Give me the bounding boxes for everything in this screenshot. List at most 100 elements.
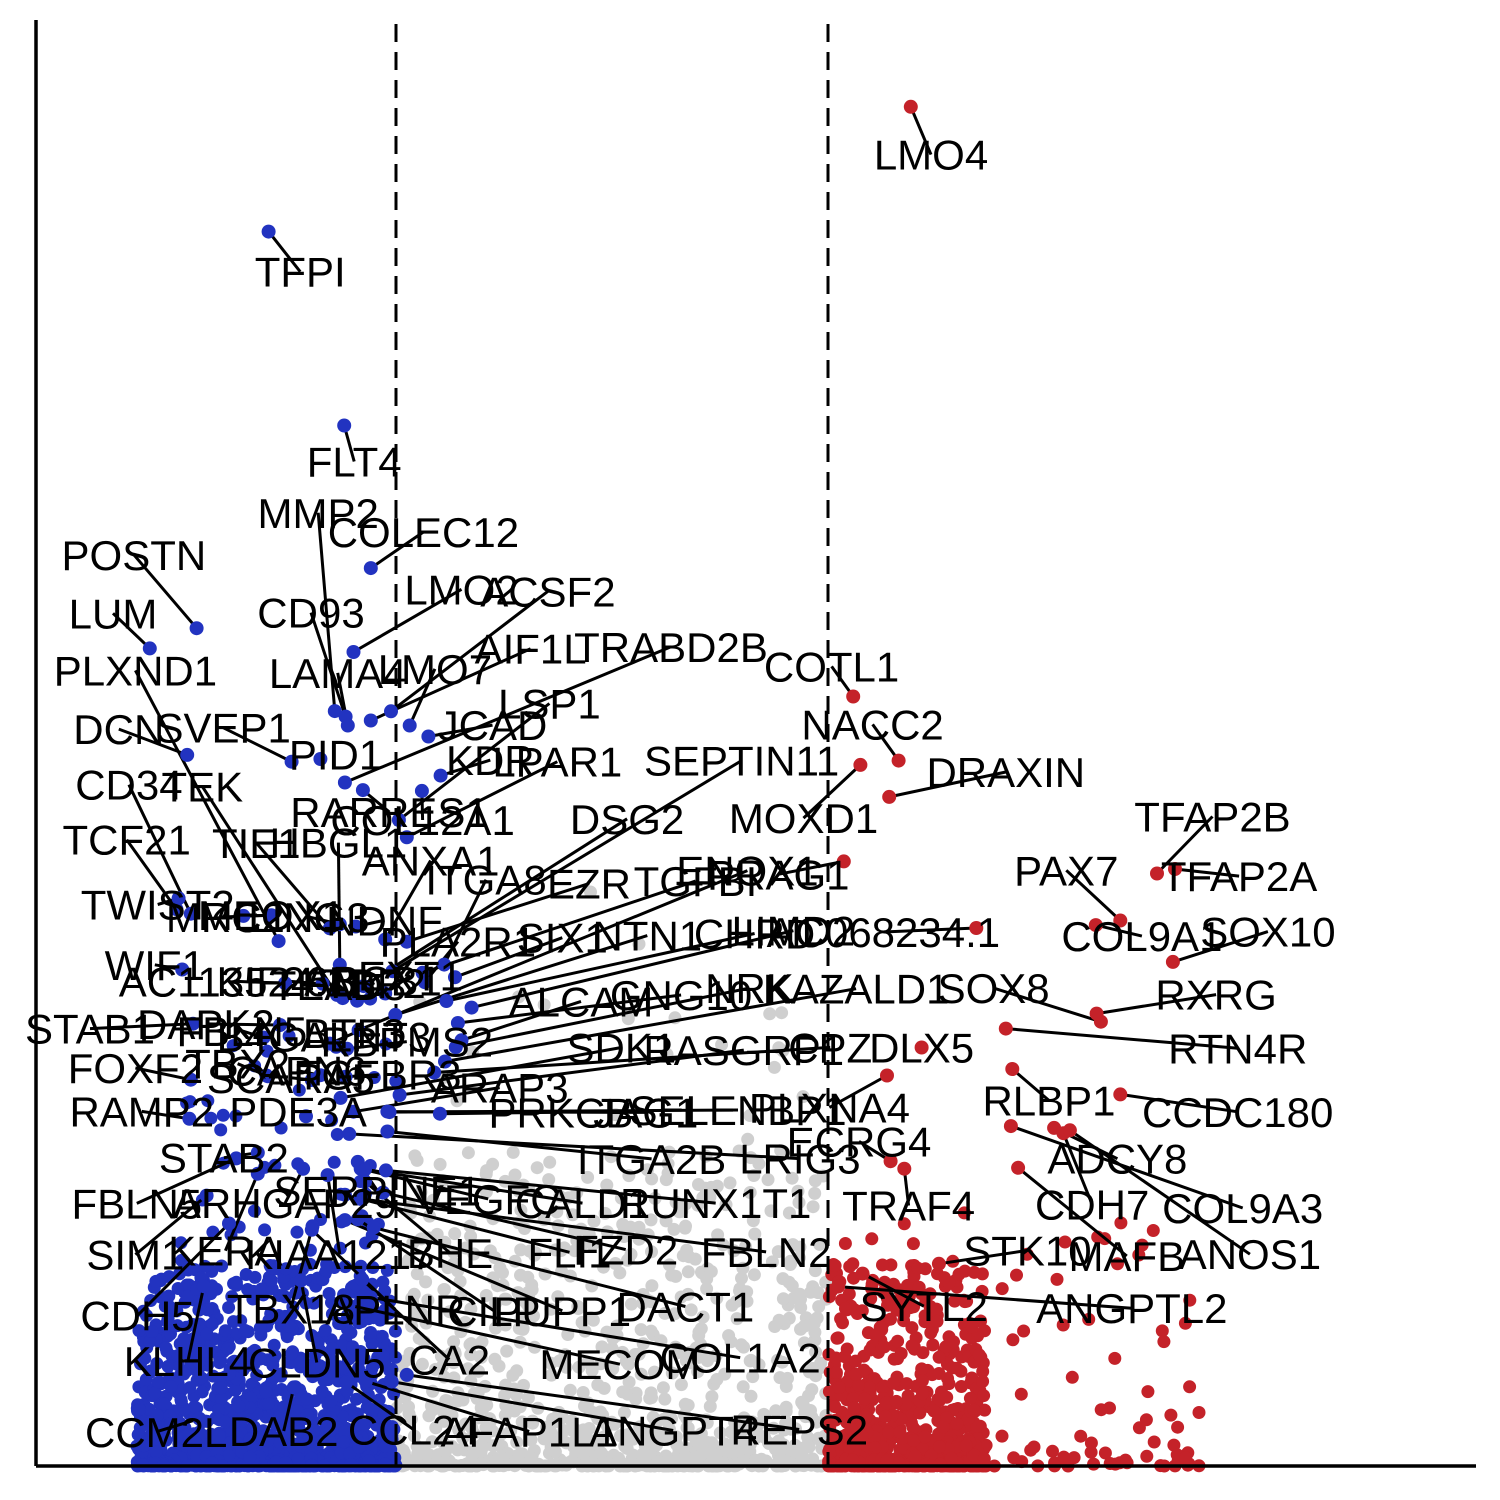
data-point [950, 1417, 964, 1431]
data-point [775, 1355, 789, 1369]
data-point [680, 1421, 694, 1435]
gene-label: STK10 [963, 1227, 1091, 1274]
data-point [1103, 1457, 1117, 1470]
data-point [131, 1428, 145, 1442]
data-point [774, 1144, 788, 1157]
data-point [173, 1337, 187, 1351]
gene-label: EXT1 [358, 953, 463, 1000]
data-point [681, 1287, 695, 1301]
gene-point [882, 789, 897, 804]
data-point [832, 1381, 846, 1394]
data-point [137, 1439, 151, 1453]
gene-label: LMO4 [874, 132, 988, 179]
gene-label: LMO7 [378, 646, 492, 693]
data-point [508, 1168, 522, 1182]
data-point [972, 1348, 986, 1362]
gene-label: TRABD2B [574, 624, 768, 671]
data-point [325, 1113, 339, 1127]
data-point [486, 1439, 500, 1453]
gene-label: SOX10 [1200, 909, 1335, 956]
gene-point [402, 718, 417, 733]
data-point [226, 1039, 240, 1053]
data-point [158, 1433, 172, 1447]
data-point [741, 1132, 755, 1146]
data-point [640, 1425, 654, 1438]
data-point [1192, 1406, 1206, 1419]
data-point [164, 1380, 178, 1393]
data-point [658, 1306, 672, 1320]
data-point [310, 1357, 324, 1371]
data-point [617, 1406, 631, 1420]
data-point [192, 1355, 206, 1369]
data-point [537, 998, 551, 1012]
data-point [337, 1288, 351, 1302]
data-point [804, 1285, 818, 1299]
data-point [809, 1345, 823, 1359]
data-point [645, 1279, 659, 1293]
gene-point [384, 704, 398, 719]
data-point [779, 1400, 793, 1414]
data-point [691, 1365, 705, 1379]
data-point [367, 1311, 380, 1325]
data-point [838, 1237, 852, 1250]
data-point [1050, 1272, 1064, 1286]
data-point [461, 1362, 475, 1376]
gene-label: SOX8 [938, 965, 1050, 1012]
data-point [858, 1392, 872, 1406]
data-point [285, 1347, 298, 1361]
data-point [761, 1173, 775, 1187]
data-point [489, 1296, 503, 1310]
gene-label: FBLN2 [701, 1229, 832, 1276]
data-point [325, 1342, 339, 1355]
data-point [366, 1261, 380, 1274]
data-point [212, 1429, 226, 1443]
data-point [802, 1389, 815, 1403]
data-point [474, 1445, 488, 1459]
data-point [606, 1362, 620, 1376]
data-point [132, 1324, 146, 1338]
gene-label: NTN1 [592, 913, 702, 960]
data-point [228, 1383, 242, 1397]
data-point [725, 1298, 739, 1312]
data-point [229, 1275, 243, 1289]
data-point [355, 1351, 369, 1365]
data-point [578, 1399, 591, 1413]
gene-label: ANGPTL2 [1036, 1285, 1227, 1332]
data-point [388, 1324, 402, 1338]
data-point [793, 1240, 807, 1254]
data-point [703, 1399, 717, 1413]
data-point [813, 1237, 827, 1251]
data-point [229, 1109, 243, 1123]
gene-point [337, 418, 352, 433]
data-point [300, 1408, 314, 1422]
data-point [785, 1171, 799, 1185]
data-point [1171, 1420, 1185, 1434]
data-point [748, 1227, 762, 1241]
gene-point [1011, 1160, 1026, 1175]
data-point [168, 1302, 182, 1316]
data-point [1024, 1443, 1038, 1457]
gene-label: BHE [407, 1230, 493, 1277]
data-point [214, 1392, 228, 1406]
data-point [808, 1264, 822, 1278]
data-point [659, 1214, 673, 1228]
data-point [260, 1429, 273, 1442]
data-point [808, 1186, 822, 1200]
data-point [597, 1381, 611, 1395]
data-point [365, 1337, 379, 1351]
data-point [747, 1169, 761, 1182]
data-point [146, 1425, 159, 1439]
data-point [624, 1297, 638, 1311]
data-point [521, 1391, 535, 1405]
data-point [785, 1279, 799, 1293]
data-point [911, 1261, 925, 1275]
data-point [842, 1287, 856, 1301]
data-point [610, 1319, 624, 1333]
data-point [744, 1353, 758, 1367]
gene-label: CCM2L [85, 1409, 227, 1456]
gene-point [1089, 1006, 1104, 1021]
data-point [616, 1217, 630, 1231]
data-point [422, 1409, 436, 1423]
data-point [605, 1342, 619, 1355]
gene-label: COL9A3 [1162, 1185, 1323, 1232]
